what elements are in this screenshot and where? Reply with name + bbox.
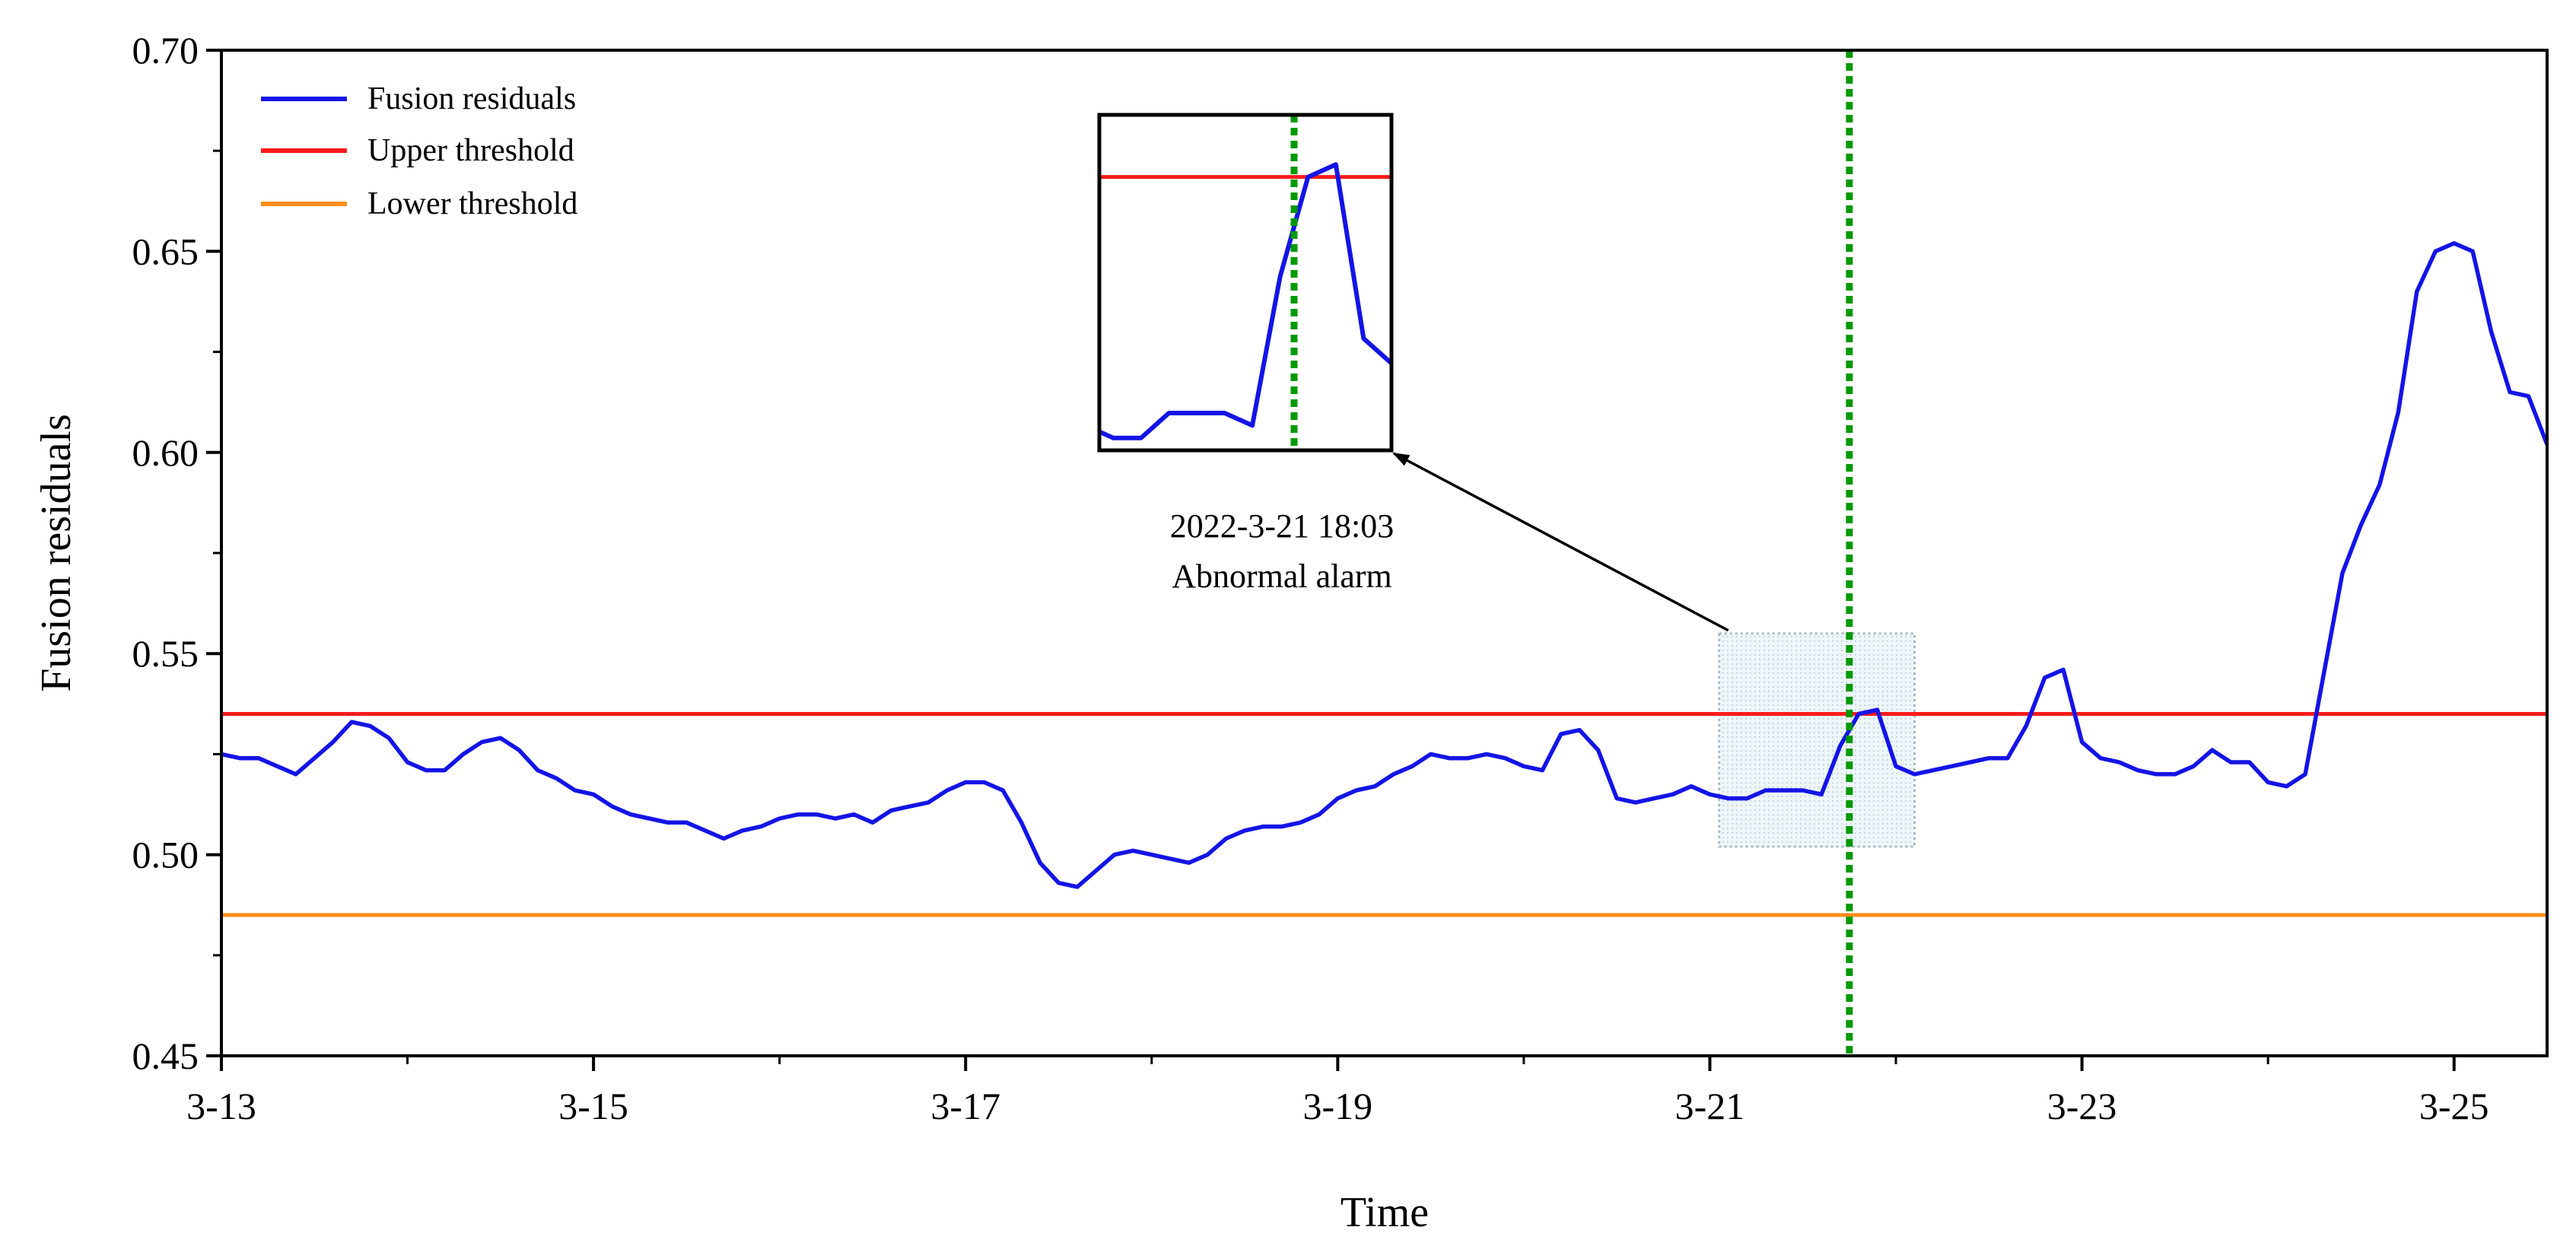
y-tick-label: 0.60 [132,431,199,474]
annotation-time: 2022-3-21 18:03 [1170,507,1395,545]
annotation-arrow [1392,452,1729,632]
highlight-region [1718,632,1916,848]
x-axis-title: Time [1340,1189,1429,1236]
y-tick-label: 0.50 [132,834,199,876]
y-tick-label: 0.70 [132,29,199,72]
x-tick-label: 3-15 [558,1085,628,1127]
x-tick-label: 3-25 [2419,1085,2489,1127]
y-tick-label: 0.55 [132,632,199,675]
zoom-inset [1097,113,1394,453]
inset-residuals-line [1099,162,1391,440]
inset-frame [1097,113,1394,453]
legend-label-lower: Lower threshold [367,186,577,221]
y-axis-ticks: 0.45 0.50 0.55 0.60 0.65 0.70 [132,29,221,1077]
x-tick-label: 3-19 [1303,1085,1373,1127]
x-tick-label: 3-13 [186,1085,256,1127]
legend: Fusion residuals Upper threshold Lower t… [261,81,577,221]
inset-background [1099,115,1391,450]
x-tick-label: 3-21 [1675,1085,1745,1127]
y-axis-title: Fusion residuals [33,414,80,692]
fusion-residuals-line [221,241,2547,889]
y-tick-label: 0.65 [132,230,199,272]
y-tick-label: 0.45 [132,1035,199,1077]
annotation-label: Abnormal alarm [1172,558,1392,595]
legend-label-fusion: Fusion residuals [367,81,576,116]
x-tick-label: 3-17 [930,1085,1000,1127]
x-tick-label: 3-23 [2047,1085,2117,1127]
x-axis-ticks: 3-13 3-15 3-17 3-19 3-21 3-23 3-25 [186,1056,2489,1127]
legend-label-upper: Upper threshold [367,133,574,168]
